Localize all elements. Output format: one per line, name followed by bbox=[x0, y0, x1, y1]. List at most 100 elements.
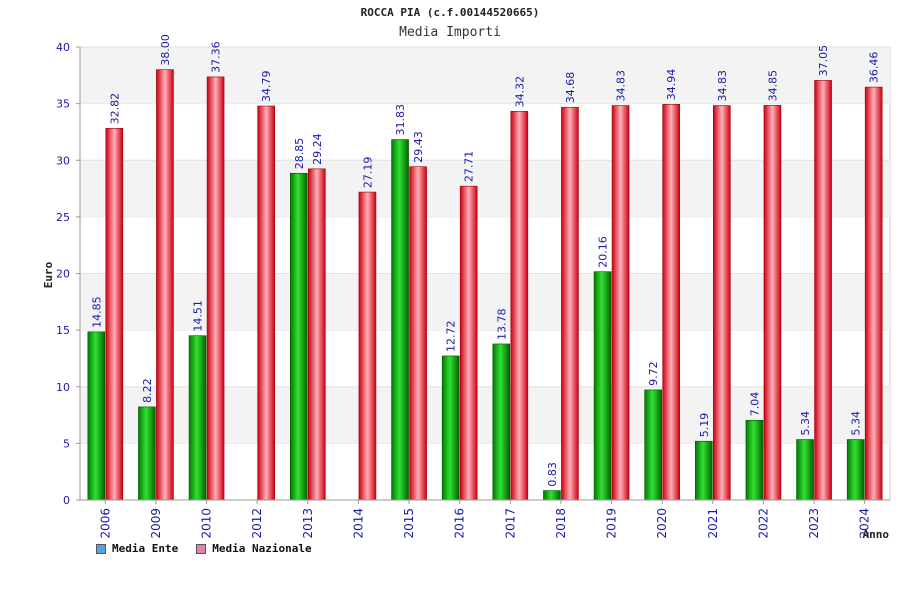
data-label: 27.19 bbox=[361, 157, 374, 189]
data-label: 20.16 bbox=[597, 236, 610, 268]
bar-ente bbox=[846, 439, 865, 501]
x-tick-label: 2021 bbox=[706, 508, 720, 539]
data-label: 27.71 bbox=[463, 151, 476, 183]
x-tick-label: 2012 bbox=[250, 508, 264, 539]
data-label: 28.85 bbox=[293, 138, 306, 170]
data-label: 5.34 bbox=[850, 411, 863, 436]
bar-nazionale bbox=[409, 166, 427, 501]
bar-nazionale bbox=[864, 86, 883, 501]
data-label: 34.83 bbox=[716, 70, 729, 102]
x-tick-label: 2010 bbox=[200, 508, 214, 539]
data-label: 9.72 bbox=[647, 361, 660, 386]
data-label: 13.78 bbox=[495, 308, 508, 340]
data-label: 5.34 bbox=[799, 411, 812, 436]
data-label: 34.68 bbox=[564, 72, 577, 104]
data-label: 5.19 bbox=[698, 413, 711, 438]
data-label: 34.85 bbox=[766, 70, 779, 102]
y-tick-label: 25 bbox=[56, 211, 70, 224]
y-tick-label: 0 bbox=[63, 494, 70, 507]
data-label: 34.79 bbox=[260, 71, 273, 103]
data-label: 34.32 bbox=[513, 76, 526, 108]
data-label: 32.82 bbox=[108, 93, 121, 125]
x-tick-label: 2016 bbox=[453, 508, 467, 539]
data-label: 0.83 bbox=[546, 462, 559, 487]
x-tick-label: 2015 bbox=[402, 508, 416, 539]
bar-ente bbox=[188, 335, 207, 501]
x-tick-label: 2022 bbox=[756, 508, 770, 539]
x-tick-label: 2020 bbox=[655, 508, 669, 539]
data-label: 12.72 bbox=[445, 320, 458, 352]
data-label: 14.51 bbox=[192, 300, 205, 332]
legend-item-media-nazionale: Media Nazionale bbox=[196, 542, 312, 555]
x-axis: 2006 2009 2010 2012 2013 2014 2015 2016 2017 2018… bbox=[80, 499, 890, 539]
legend-label: Media Ente bbox=[112, 542, 179, 555]
data-label: 29.24 bbox=[311, 133, 324, 165]
y-tick-label: 30 bbox=[56, 154, 70, 167]
bar-ente bbox=[492, 343, 511, 501]
bar-ente bbox=[543, 490, 561, 501]
bars bbox=[87, 69, 883, 501]
legend-item-media-ente: Media Ente bbox=[96, 542, 178, 555]
data-label: 37.36 bbox=[210, 41, 223, 73]
bar-nazionale bbox=[510, 111, 529, 501]
y-axis: 0 5 10 15 20 25 30 35 40 bbox=[56, 41, 81, 507]
bar-ente bbox=[290, 172, 308, 501]
legend-swatch bbox=[196, 543, 207, 554]
bar-nazionale bbox=[156, 69, 174, 501]
bar-nazionale bbox=[105, 128, 124, 501]
bar-nazionale bbox=[561, 106, 579, 501]
x-axis-label: Anno bbox=[863, 528, 890, 541]
data-label: 14.85 bbox=[90, 296, 103, 328]
y-tick-label: 20 bbox=[56, 268, 70, 281]
bar-ente bbox=[695, 440, 713, 501]
data-label: 37.05 bbox=[817, 45, 830, 77]
bar-ente bbox=[644, 389, 662, 501]
bar-ente bbox=[87, 331, 106, 501]
bar-ente bbox=[441, 355, 460, 501]
data-label: 8.22 bbox=[141, 378, 154, 403]
x-tick-label: 2006 bbox=[98, 508, 112, 539]
x-tick-label: 2024 bbox=[858, 508, 872, 539]
bar-nazionale bbox=[814, 80, 832, 501]
bar-nazionale bbox=[308, 168, 326, 501]
y-tick-label: 15 bbox=[56, 324, 70, 337]
data-label: 31.83 bbox=[394, 104, 407, 136]
x-tick-label: 2018 bbox=[554, 508, 568, 539]
data-label: 34.83 bbox=[615, 70, 628, 102]
bar-ente bbox=[796, 439, 814, 501]
x-tick-label: 2019 bbox=[605, 508, 619, 539]
y-tick-label: 40 bbox=[56, 41, 70, 54]
legend-label: Media Nazionale bbox=[212, 542, 312, 555]
x-tick-label: 2014 bbox=[351, 508, 365, 539]
legend-swatch bbox=[96, 543, 106, 554]
bar-nazionale bbox=[358, 191, 377, 501]
bar-ente bbox=[138, 406, 156, 501]
legend: Media Ente Media Nazionale bbox=[96, 542, 312, 555]
data-label: 38.00 bbox=[159, 34, 172, 66]
bar-nazionale bbox=[763, 105, 782, 501]
x-tick-label: 2013 bbox=[301, 508, 315, 539]
chart-title: ROCCA PIA (c.f.00144520665) bbox=[360, 6, 540, 19]
bar-ente bbox=[593, 271, 612, 501]
bar-nazionale bbox=[459, 185, 478, 501]
bar-nazionale bbox=[611, 105, 630, 501]
y-tick-label: 10 bbox=[56, 381, 70, 394]
bar-ente bbox=[391, 139, 409, 501]
data-label: 29.43 bbox=[412, 131, 425, 163]
y-tick-label: 5 bbox=[63, 437, 70, 450]
data-label: 36.46 bbox=[868, 52, 881, 84]
bar-nazionale bbox=[257, 105, 275, 501]
y-axis-label: Euro bbox=[42, 261, 55, 288]
data-labels: 14.85 32.82 8.22 38.00 14.51 37.36 34.79 28.85 2… bbox=[90, 34, 880, 486]
x-tick-label: 2017 bbox=[503, 508, 517, 539]
x-tick-label: 2009 bbox=[149, 508, 163, 539]
bar-nazionale bbox=[662, 104, 680, 501]
chart-subtitle: Media Importi bbox=[399, 25, 501, 40]
y-tick-label: 35 bbox=[56, 98, 70, 111]
bar-nazionale bbox=[713, 105, 731, 501]
bar-ente bbox=[745, 419, 764, 501]
bar-nazionale bbox=[206, 76, 225, 501]
data-label: 34.94 bbox=[665, 69, 678, 101]
